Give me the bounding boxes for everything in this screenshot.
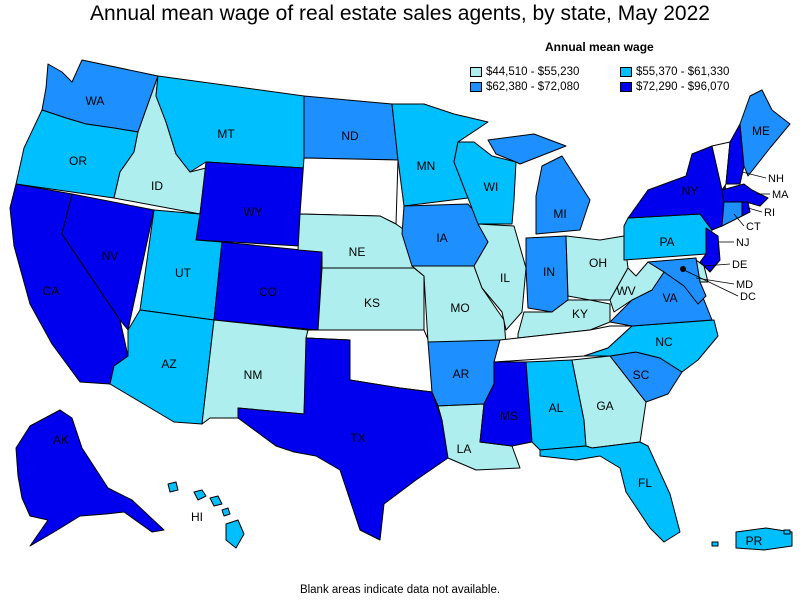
legend-swatch-bin-1 xyxy=(470,67,482,77)
label-pr: PR xyxy=(746,534,763,548)
state-wy[interactable] xyxy=(195,161,305,247)
label-mt: MT xyxy=(217,127,235,141)
state-ct[interactable] xyxy=(721,201,743,227)
state-nj[interactable] xyxy=(699,227,721,273)
leader-nh xyxy=(741,171,767,179)
label-wa: WA xyxy=(86,94,105,108)
label-ma: MA xyxy=(772,189,789,201)
state-hi[interactable] xyxy=(167,481,245,549)
label-nv: NV xyxy=(102,249,119,263)
label-ct: CT xyxy=(746,221,761,233)
label-fl: FL xyxy=(638,476,652,490)
label-dc: DC xyxy=(740,291,756,303)
legend-title: Annual mean wage xyxy=(545,40,654,54)
label-md: MD xyxy=(736,279,753,291)
state-mi[interactable] xyxy=(487,133,591,235)
label-ms: MS xyxy=(500,409,518,423)
label-ar: AR xyxy=(453,367,470,381)
label-or: OR xyxy=(69,154,87,168)
label-al: AL xyxy=(549,401,564,415)
label-sc: SC xyxy=(633,368,650,382)
state-fl[interactable] xyxy=(539,441,681,543)
state-wi[interactable] xyxy=(453,141,517,225)
label-nj: NJ xyxy=(736,237,749,249)
state-nh[interactable] xyxy=(725,123,745,185)
label-mo: MO xyxy=(450,301,469,315)
legend-item-bin-2: $55,370 - $61,330 xyxy=(620,66,729,78)
label-me: ME xyxy=(752,124,770,138)
label-il: IL xyxy=(500,271,510,285)
label-ky: KY xyxy=(572,307,588,321)
legend-item-bin-1: $44,510 - $55,230 xyxy=(470,66,579,78)
label-mn: MN xyxy=(417,159,436,173)
label-oh: OH xyxy=(589,256,607,270)
state-ak[interactable] xyxy=(15,409,165,547)
label-nc: NC xyxy=(655,335,673,349)
state-ri[interactable] xyxy=(741,201,751,217)
legend-swatch-bin-3 xyxy=(470,82,482,92)
label-ga: GA xyxy=(596,399,613,413)
label-de: DE xyxy=(732,259,747,271)
map-title: Annual mean wage of real estate sales ag… xyxy=(90,2,710,25)
state-nv[interactable] xyxy=(61,193,155,331)
leader-de xyxy=(703,263,731,267)
territory-pr[interactable] xyxy=(711,527,793,551)
label-az: AZ xyxy=(161,357,176,371)
state-mt[interactable] xyxy=(155,75,305,173)
label-ia: IA xyxy=(436,231,447,245)
label-ne: NE xyxy=(349,245,366,259)
label-va: VA xyxy=(662,291,677,305)
dc-marker[interactable] xyxy=(680,266,686,272)
label-in: IN xyxy=(543,265,555,279)
legend-item-bin-4: $72,290 - $96,070 xyxy=(620,81,729,93)
label-mi: MI xyxy=(553,207,566,221)
label-nm: NM xyxy=(244,368,263,382)
state-ks[interactable] xyxy=(317,267,425,331)
label-pa: PA xyxy=(659,235,674,249)
leader-ri xyxy=(747,207,763,213)
label-co: CO xyxy=(259,285,277,299)
label-ut: UT xyxy=(175,266,192,280)
legend-label-bin-3: $62,380 - $72,080 xyxy=(486,81,580,93)
label-hi: HI xyxy=(191,510,203,524)
state-nd[interactable] xyxy=(303,95,399,161)
label-nd: ND xyxy=(341,129,359,143)
footnote: Blank areas indicate data not available. xyxy=(299,584,501,596)
label-wy: WY xyxy=(243,205,262,219)
label-wv: WV xyxy=(616,284,635,298)
label-id: ID xyxy=(151,179,163,193)
label-tx: TX xyxy=(350,431,365,445)
state-tx[interactable] xyxy=(237,337,449,541)
label-ri: RI xyxy=(764,207,775,219)
label-la: LA xyxy=(457,442,472,456)
leader-dc xyxy=(683,269,739,297)
legend-label-bin-4: $72,290 - $96,070 xyxy=(636,81,730,93)
label-ca: CA xyxy=(43,284,60,298)
legend-item-bin-3: $62,380 - $72,080 xyxy=(470,81,579,93)
leader-ct xyxy=(733,213,745,227)
state-md[interactable] xyxy=(647,257,707,305)
label-ks: KS xyxy=(364,296,380,310)
legend-swatch-bin-2 xyxy=(620,67,632,77)
state-il[interactable] xyxy=(473,223,527,331)
label-ny: NY xyxy=(682,184,699,198)
legend-label-bin-2: $55,370 - $61,330 xyxy=(636,66,730,78)
legend-swatch-bin-4 xyxy=(620,82,632,92)
label-ak: AK xyxy=(53,433,69,447)
state-me[interactable] xyxy=(739,89,791,177)
label-nh: NH xyxy=(768,173,784,185)
label-wi: WI xyxy=(484,180,499,194)
legend-label-bin-1: $44,510 - $55,230 xyxy=(486,66,580,78)
